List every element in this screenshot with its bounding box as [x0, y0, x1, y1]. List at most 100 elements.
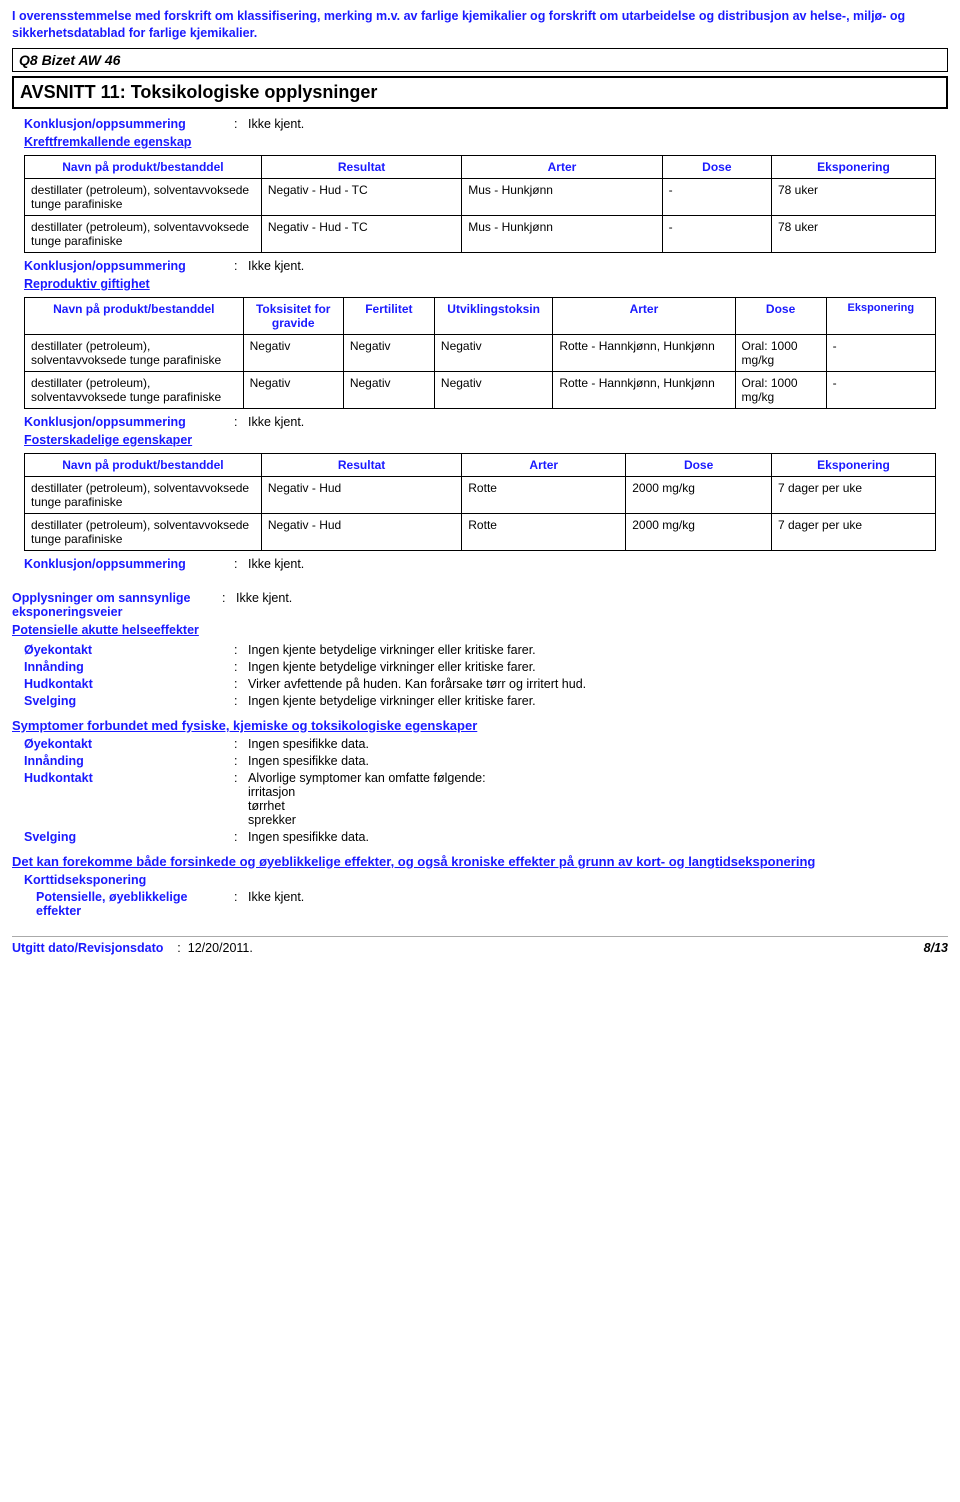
conclusion-row: Konklusjon/oppsummering : Ikke kjent. — [24, 415, 948, 429]
cell: Negativ — [343, 371, 434, 408]
th-exposure: Eksponering — [826, 297, 935, 334]
colon: : — [234, 754, 248, 768]
subhead-teratogenic: Fosterskadelige egenskaper — [24, 433, 948, 447]
colon: : — [234, 259, 248, 273]
acute-eye-row: Øyekontakt : Ingen kjente betydelige vir… — [24, 643, 948, 657]
footer-page-number: 8/13 — [924, 941, 948, 955]
subhead-shortterm: Korttidseksponering — [24, 873, 948, 887]
sym-swallow-label: Svelging — [24, 830, 234, 844]
cell: Negativ — [243, 334, 343, 371]
table-row: destillater (petroleum), solventavvoksed… — [25, 513, 936, 550]
table-header-row: Navn på produkt/bestanddel Resultat Arte… — [25, 453, 936, 476]
sym-eye-row: Øyekontakt : Ingen spesifikke data. — [24, 737, 948, 751]
acute-swallow-label: Svelging — [24, 694, 234, 708]
conclusion-row: Konklusjon/oppsummering : Ikke kjent. — [24, 259, 948, 273]
footer-colon: : — [167, 941, 184, 955]
colon: : — [234, 557, 248, 571]
section-title: AVSNITT 11: Toksikologiske opplysninger — [20, 82, 940, 103]
cell: 2000 mg/kg — [626, 513, 772, 550]
cell: Oral: 1000 mg/kg — [735, 334, 826, 371]
acute-skin-label: Hudkontakt — [24, 677, 234, 691]
table-header-row: Navn på produkt/bestanddel Toksisitet fo… — [25, 297, 936, 334]
cell: destillater (petroleum), solventavvoksed… — [25, 513, 262, 550]
sym-skin-value: Alvorlige symptomer kan omfatte følgende… — [248, 771, 948, 827]
table-row: destillater (petroleum), solventavvoksed… — [25, 178, 936, 215]
cell: destillater (petroleum), solventavvoksed… — [25, 476, 262, 513]
subhead-reproductive: Reproduktiv giftighet — [24, 277, 948, 291]
subhead-delayed: Det kan forekomme både forsinkede og øye… — [12, 854, 948, 869]
conclusion-row: Konklusjon/oppsummering : Ikke kjent. — [24, 557, 948, 571]
cell: Negativ - Hud - TC — [261, 215, 461, 252]
cell: - — [662, 215, 771, 252]
page-footer: Utgitt dato/Revisjonsdato : 12/20/2011. … — [12, 936, 948, 955]
cell: destillater (petroleum), solventavvoksed… — [25, 178, 262, 215]
cell: Rotte — [462, 513, 626, 550]
cell: Oral: 1000 mg/kg — [735, 371, 826, 408]
sym-inhale-value: Ingen spesifikke data. — [248, 754, 948, 768]
table-header-row: Navn på produkt/bestanddel Resultat Arte… — [25, 155, 936, 178]
th-species: Arter — [553, 297, 735, 334]
th-dev: Utviklingstoksin — [434, 297, 552, 334]
acute-inhale-value: Ingen kjente betydelige virkninger eller… — [248, 660, 948, 674]
cell: Negativ - Hud - TC — [261, 178, 461, 215]
cell: Negativ - Hud — [261, 513, 461, 550]
cell: - — [826, 371, 935, 408]
th-name: Navn på produkt/bestanddel — [25, 155, 262, 178]
cell: Negativ — [343, 334, 434, 371]
product-title-box: Q8 Bizet AW 46 — [12, 48, 948, 72]
acute-swallow-row: Svelging : Ingen kjente betydelige virkn… — [24, 694, 948, 708]
cell: Negativ - Hud — [261, 476, 461, 513]
colon: : — [234, 643, 248, 657]
cell: Negativ — [434, 371, 552, 408]
cell: destillater (petroleum), solventavvoksed… — [25, 334, 244, 371]
sym-eye-value: Ingen spesifikke data. — [248, 737, 948, 751]
cell: 7 dager per uke — [771, 476, 935, 513]
table-reproductive: Navn på produkt/bestanddel Toksisitet fo… — [24, 297, 936, 409]
table-carcinogenic: Navn på produkt/bestanddel Resultat Arte… — [24, 155, 936, 253]
cell: - — [662, 178, 771, 215]
cell: Negativ — [243, 371, 343, 408]
table-teratogenic: Navn på produkt/bestanddel Resultat Arte… — [24, 453, 936, 551]
cell: Rotte - Hannkjønn, Hunkjønn — [553, 334, 735, 371]
th-dose: Dose — [662, 155, 771, 178]
immediate-effects-row: Potensielle, øyeblikkelige effekter : Ik… — [36, 890, 948, 918]
conclusion-value: Ikke kjent. — [248, 259, 948, 273]
th-name: Navn på produkt/bestanddel — [25, 297, 244, 334]
table-row: destillater (petroleum), solventavvoksed… — [25, 334, 936, 371]
th-species: Arter — [462, 155, 662, 178]
conclusion-value: Ikke kjent. — [248, 117, 948, 131]
exposure-routes-value: Ikke kjent. — [236, 591, 948, 619]
conclusion-label: Konklusjon/oppsummering — [24, 259, 234, 273]
acute-eye-value: Ingen kjente betydelige virkninger eller… — [248, 643, 948, 657]
th-dose: Dose — [735, 297, 826, 334]
acute-inhale-label: Innånding — [24, 660, 234, 674]
conclusion-label: Konklusjon/oppsummering — [24, 557, 234, 571]
conclusion-value: Ikke kjent. — [248, 415, 948, 429]
immediate-effects-value: Ikke kjent. — [248, 890, 948, 918]
th-result: Resultat — [261, 155, 461, 178]
cell: 2000 mg/kg — [626, 476, 772, 513]
colon: : — [234, 415, 248, 429]
acute-eye-label: Øyekontakt — [24, 643, 234, 657]
colon: : — [234, 890, 248, 918]
conclusion-label: Konklusjon/oppsummering — [24, 415, 234, 429]
th-name: Navn på produkt/bestanddel — [25, 453, 262, 476]
cell: 78 uker — [771, 178, 935, 215]
cell: Rotte — [462, 476, 626, 513]
colon: : — [234, 830, 248, 844]
subhead-carcinogenic: Kreftfremkallende egenskap — [24, 135, 948, 149]
subhead-symptoms: Symptomer forbundet med fysiske, kjemisk… — [12, 718, 948, 733]
acute-skin-row: Hudkontakt : Virker avfettende på huden.… — [24, 677, 948, 691]
sym-swallow-row: Svelging : Ingen spesifikke data. — [24, 830, 948, 844]
th-species: Arter — [462, 453, 626, 476]
conclusion-row: Konklusjon/oppsummering : Ikke kjent. — [24, 117, 948, 131]
colon: : — [234, 737, 248, 751]
table-row: destillater (petroleum), solventavvoksed… — [25, 215, 936, 252]
table-row: destillater (petroleum), solventavvoksed… — [25, 371, 936, 408]
compliance-note: I overensstemmelse med forskrift om klas… — [12, 8, 948, 42]
acute-skin-value: Virker avfettende på huden. Kan forårsak… — [248, 677, 948, 691]
colon: : — [234, 660, 248, 674]
cell: destillater (petroleum), solventavvoksed… — [25, 371, 244, 408]
th-fert: Fertilitet — [343, 297, 434, 334]
immediate-effects-label: Potensielle, øyeblikkelige effekter — [36, 890, 234, 918]
